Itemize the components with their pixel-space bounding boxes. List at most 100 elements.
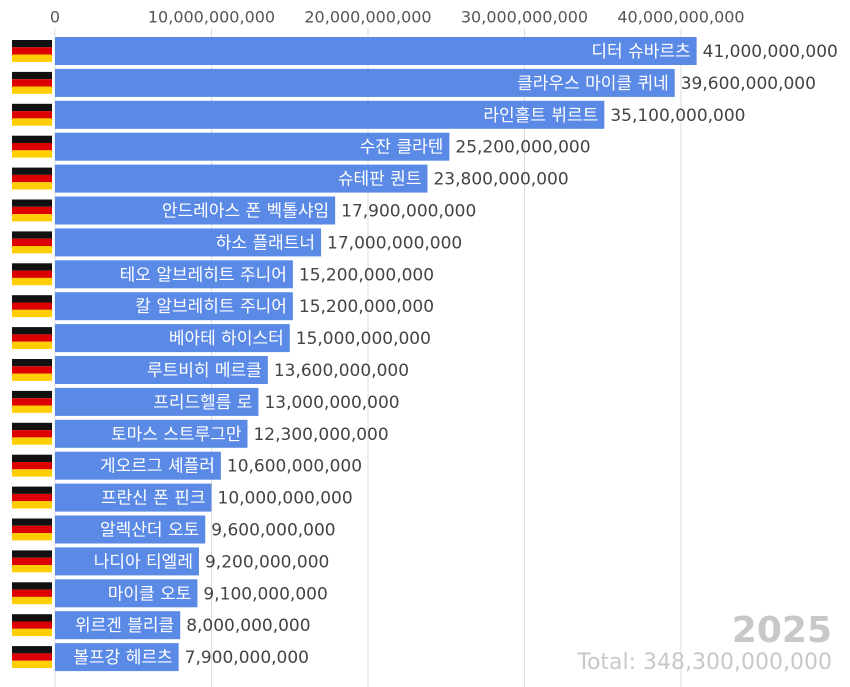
bar [55,356,268,384]
flag-stripe [12,199,52,207]
bar-label: 디터 슈바르츠 [591,42,690,62]
value-label: 15,000,000,000 [296,329,431,349]
bar-label: 수잔 클라텐 [360,138,444,158]
flag-stripe [12,454,52,462]
bar-label: 라인홀트 뷔르트 [483,106,598,126]
bar [55,164,428,193]
flag-stripe [12,653,52,661]
bar [55,100,605,129]
x-tick-label: 20,000,000,000 [304,8,431,27]
flag-icon [12,71,52,94]
flag-stripe [12,565,52,573]
bar-label: 볼프강 헤르츠 [73,648,172,668]
bar-label: 마이클 오토 [108,584,192,604]
flag-icon [12,263,52,286]
flag-stripe [12,621,52,629]
bar [55,547,199,576]
bar-label: 프리드헬름 로 [153,393,252,413]
value-label: 17,000,000,000 [327,233,462,253]
value-label: 10,600,000,000 [227,457,362,477]
value-label: 17,900,000,000 [341,202,476,222]
value-label: 12,300,000,000 [253,425,388,445]
flag-stripe [12,238,52,246]
flag-icon [12,486,52,509]
flag-stripe [12,518,52,526]
flag-stripe [12,182,52,190]
bar [55,324,290,353]
flag-stripe [12,550,52,558]
flag-stripe [12,373,52,381]
flag-stripe [12,614,52,622]
flag-stripe [12,206,52,215]
flag-stripe [12,270,52,278]
bar [55,387,259,416]
value-label: 13,600,000,000 [274,361,409,381]
flag-icon [12,454,52,477]
flag-stripe [12,341,52,349]
flag-stripe [12,462,52,470]
flag-icon [12,582,52,605]
flag-icon [12,646,52,668]
flag-icon [12,167,52,190]
flag-stripe [12,263,52,271]
bar-label: 테오 알브레히트 주니어 [120,265,287,285]
flag-icon [12,327,52,349]
bar-label: 프란신 폰 핀크 [101,489,206,509]
bar-label: 클라우스 마이클 퀴네 [517,74,669,94]
value-label: 15,200,000,000 [299,297,434,317]
flag-icon [12,359,52,381]
flag-stripe [12,582,52,590]
bar-label: 베아테 하이스터 [169,329,284,349]
bar [55,292,293,321]
bar-label: 안드레아스 폰 벡톨샤임 [162,202,329,222]
value-label: 35,100,000,000 [610,106,745,126]
flag-stripe [12,135,52,143]
flag-stripe [12,54,52,62]
value-label: 25,200,000,000 [455,138,590,158]
flag-stripe [12,79,52,87]
bar-label: 위르겐 블리클 [75,616,174,636]
flag-stripe [12,86,52,94]
bar [55,228,322,257]
flag-icon [12,231,52,254]
bar-label: 게오르그 셰플러 [100,457,215,477]
flag-stripe [12,390,52,399]
flag-stripe [12,47,52,55]
x-tick-label: 10,000,000,000 [148,8,275,27]
flag-stripe [12,501,52,509]
flag-stripe [12,214,52,222]
flag-stripe [12,596,52,605]
flag-icon [12,390,52,413]
flag-stripe [12,118,52,126]
x-tick-label: 0 [50,8,60,27]
flag-icon [12,550,52,573]
bar-label: 토마스 스트루그만 [111,425,242,445]
flag-stripe [12,422,52,431]
flag-stripe [12,398,52,406]
x-tick-label: 30,000,000,000 [461,8,588,27]
bar [55,260,293,289]
flag-stripe [12,493,52,502]
flag-icon [12,614,52,637]
flag-stripe [12,150,52,158]
value-label: 9,200,000,000 [205,552,329,572]
flag-stripe [12,231,52,239]
flag-stripe [12,405,52,413]
flag-icon [12,40,52,62]
flag-stripe [12,334,52,342]
bar-label: 칼 알브레히트 주니어 [135,297,287,317]
flag-stripe [12,366,52,374]
flag-stripe [12,437,52,445]
flag-stripe [12,486,52,494]
flag-stripe [12,40,52,48]
bar [55,515,206,544]
x-tick-label: 40,000,000,000 [617,8,744,27]
bar [55,451,221,480]
value-label: 13,000,000,000 [264,393,399,413]
year-label: 2025 [732,610,832,651]
flag-stripe [12,246,52,254]
flag-stripe [12,143,52,151]
bar [55,132,450,161]
flag-icon [12,135,52,158]
